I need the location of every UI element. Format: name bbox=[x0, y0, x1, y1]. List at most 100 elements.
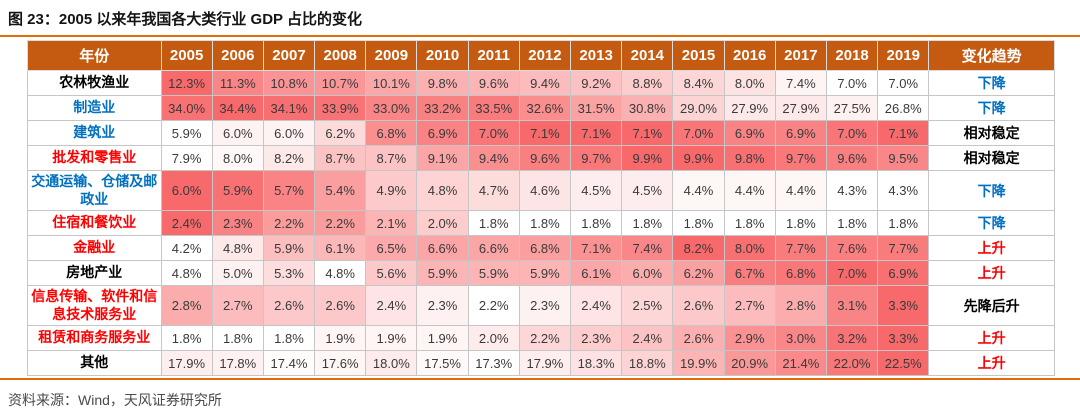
value-cell: 6.7% bbox=[723, 260, 776, 286]
value-cell: 9.1% bbox=[416, 145, 469, 171]
value-cell: 1.8% bbox=[877, 210, 930, 236]
value-cell: 1.9% bbox=[365, 325, 418, 351]
value-cell: 5.9% bbox=[160, 120, 213, 146]
year-header-cell: 2005 bbox=[160, 40, 213, 71]
row-label: 批发和零售业 bbox=[27, 145, 162, 171]
table-row: 租赁和商务服务业 1.8% 1.8% 1.8% 1.9% 1.9% 1.9% 2.0% 2.2%… bbox=[27, 325, 1055, 351]
value-cell: 1.8% bbox=[774, 210, 827, 236]
value-cell: 27.9% bbox=[774, 95, 827, 121]
value-cell: 7.1% bbox=[570, 235, 623, 261]
value-cell: 2.5% bbox=[621, 285, 674, 326]
value-cell: 6.2% bbox=[314, 120, 367, 146]
year-header-cell: 2009 bbox=[365, 40, 418, 71]
value-cell: 2.0% bbox=[416, 210, 469, 236]
value-cell: 1.9% bbox=[416, 325, 469, 351]
trend-cell: 上升 bbox=[928, 260, 1055, 286]
value-cell: 4.8% bbox=[160, 260, 213, 286]
value-cell: 17.3% bbox=[467, 350, 520, 376]
value-cell: 7.7% bbox=[877, 235, 930, 261]
row-label: 住宿和餐饮业 bbox=[27, 210, 162, 236]
table-row: 信息传输、软件和信息技术服务业 2.8% 2.7% 2.6% 2.6% 2.4% 2.3% 2… bbox=[27, 285, 1055, 326]
year-header-cell: 2008 bbox=[314, 40, 367, 71]
value-cell: 5.9% bbox=[518, 260, 572, 286]
year-corner-header: 年份 bbox=[27, 40, 162, 71]
value-cell: 1.8% bbox=[723, 210, 776, 236]
trend-cell: 下降 bbox=[928, 70, 1055, 96]
value-cell: 17.5% bbox=[416, 350, 469, 376]
value-cell: 6.8% bbox=[365, 120, 418, 146]
value-cell: 6.0% bbox=[262, 120, 316, 146]
value-cell: 4.5% bbox=[570, 170, 623, 211]
row-label: 其他 bbox=[27, 350, 162, 376]
value-cell: 17.8% bbox=[211, 350, 264, 376]
table-row: 其他 17.9% 17.8% 17.4% 17.6% 18.0% 17.5% 17.3% 17.… bbox=[27, 350, 1055, 376]
value-cell: 2.6% bbox=[262, 285, 316, 326]
trend-cell: 下降 bbox=[928, 95, 1055, 121]
value-cell: 6.0% bbox=[160, 170, 213, 211]
value-cell: 2.8% bbox=[774, 285, 827, 326]
source-note: 资料来源：Wind，天风证券研究所 bbox=[8, 392, 222, 408]
value-cell: 10.8% bbox=[262, 70, 316, 96]
year-header-cell: 2016 bbox=[723, 40, 776, 71]
value-cell: 9.9% bbox=[672, 145, 725, 171]
value-cell: 33.2% bbox=[416, 95, 469, 121]
value-cell: 6.9% bbox=[416, 120, 469, 146]
value-cell: 6.1% bbox=[570, 260, 623, 286]
value-cell: 33.5% bbox=[467, 95, 520, 121]
top-rule bbox=[0, 35, 1080, 37]
value-cell: 22.5% bbox=[877, 350, 930, 376]
value-cell: 5.0% bbox=[211, 260, 264, 286]
value-cell: 1.8% bbox=[160, 325, 213, 351]
table-body: 农林牧渔业 12.3% 11.3% 10.8% 10.7% 10.1% 9.8% 9.6% 9.… bbox=[27, 70, 1055, 376]
value-cell: 7.0% bbox=[825, 70, 879, 96]
value-cell: 7.0% bbox=[467, 120, 520, 146]
value-cell: 33.0% bbox=[365, 95, 418, 121]
value-cell: 2.0% bbox=[467, 325, 520, 351]
value-cell: 6.8% bbox=[518, 235, 572, 261]
year-header-cell: 2019 bbox=[877, 40, 930, 71]
trend-header: 变化趋势 bbox=[928, 40, 1055, 71]
value-cell: 27.9% bbox=[723, 95, 776, 121]
value-cell: 5.7% bbox=[262, 170, 316, 211]
value-cell: 11.3% bbox=[211, 70, 264, 96]
value-cell: 8.0% bbox=[723, 235, 776, 261]
value-cell: 6.0% bbox=[621, 260, 674, 286]
value-cell: 9.6% bbox=[825, 145, 879, 171]
value-cell: 3.2% bbox=[825, 325, 879, 351]
year-header-cell: 2013 bbox=[570, 40, 623, 71]
value-cell: 2.6% bbox=[672, 325, 725, 351]
value-cell: 8.7% bbox=[314, 145, 367, 171]
value-cell: 4.4% bbox=[672, 170, 725, 211]
value-cell: 22.0% bbox=[825, 350, 879, 376]
value-cell: 6.5% bbox=[365, 235, 418, 261]
value-cell: 7.0% bbox=[877, 70, 930, 96]
row-label: 金融业 bbox=[27, 235, 162, 261]
year-header-cell: 2017 bbox=[774, 40, 827, 71]
value-cell: 12.3% bbox=[160, 70, 213, 96]
value-cell: 6.1% bbox=[314, 235, 367, 261]
figure-title: 图 23：2005 以来年我国各大类行业 GDP 占比的变化 bbox=[8, 11, 362, 28]
trend-cell: 相对稳定 bbox=[928, 120, 1055, 146]
table-row: 住宿和餐饮业 2.4% 2.3% 2.2% 2.2% 2.1% 2.0% 1.8% 1.8% 1.… bbox=[27, 210, 1055, 236]
value-cell: 5.6% bbox=[365, 260, 418, 286]
value-cell: 2.2% bbox=[262, 210, 316, 236]
value-cell: 6.2% bbox=[672, 260, 725, 286]
value-cell: 6.0% bbox=[211, 120, 264, 146]
value-cell: 7.9% bbox=[160, 145, 213, 171]
year-header-cell: 2007 bbox=[262, 40, 316, 71]
row-label: 制造业 bbox=[27, 95, 162, 121]
value-cell: 6.9% bbox=[774, 120, 827, 146]
value-cell: 9.7% bbox=[570, 145, 623, 171]
value-cell: 8.0% bbox=[211, 145, 264, 171]
value-cell: 9.7% bbox=[774, 145, 827, 171]
value-cell: 9.6% bbox=[518, 145, 572, 171]
value-cell: 34.0% bbox=[160, 95, 213, 121]
value-cell: 26.8% bbox=[877, 95, 930, 121]
value-cell: 5.4% bbox=[314, 170, 367, 211]
value-cell: 2.2% bbox=[467, 285, 520, 326]
table-row: 金融业 4.2% 4.8% 5.9% 6.1% 6.5% 6.6% 6.6% 6.8% 7.1% 7… bbox=[27, 235, 1055, 261]
value-cell: 4.5% bbox=[621, 170, 674, 211]
value-cell: 10.1% bbox=[365, 70, 418, 96]
value-cell: 9.4% bbox=[467, 145, 520, 171]
value-cell: 2.4% bbox=[365, 285, 418, 326]
